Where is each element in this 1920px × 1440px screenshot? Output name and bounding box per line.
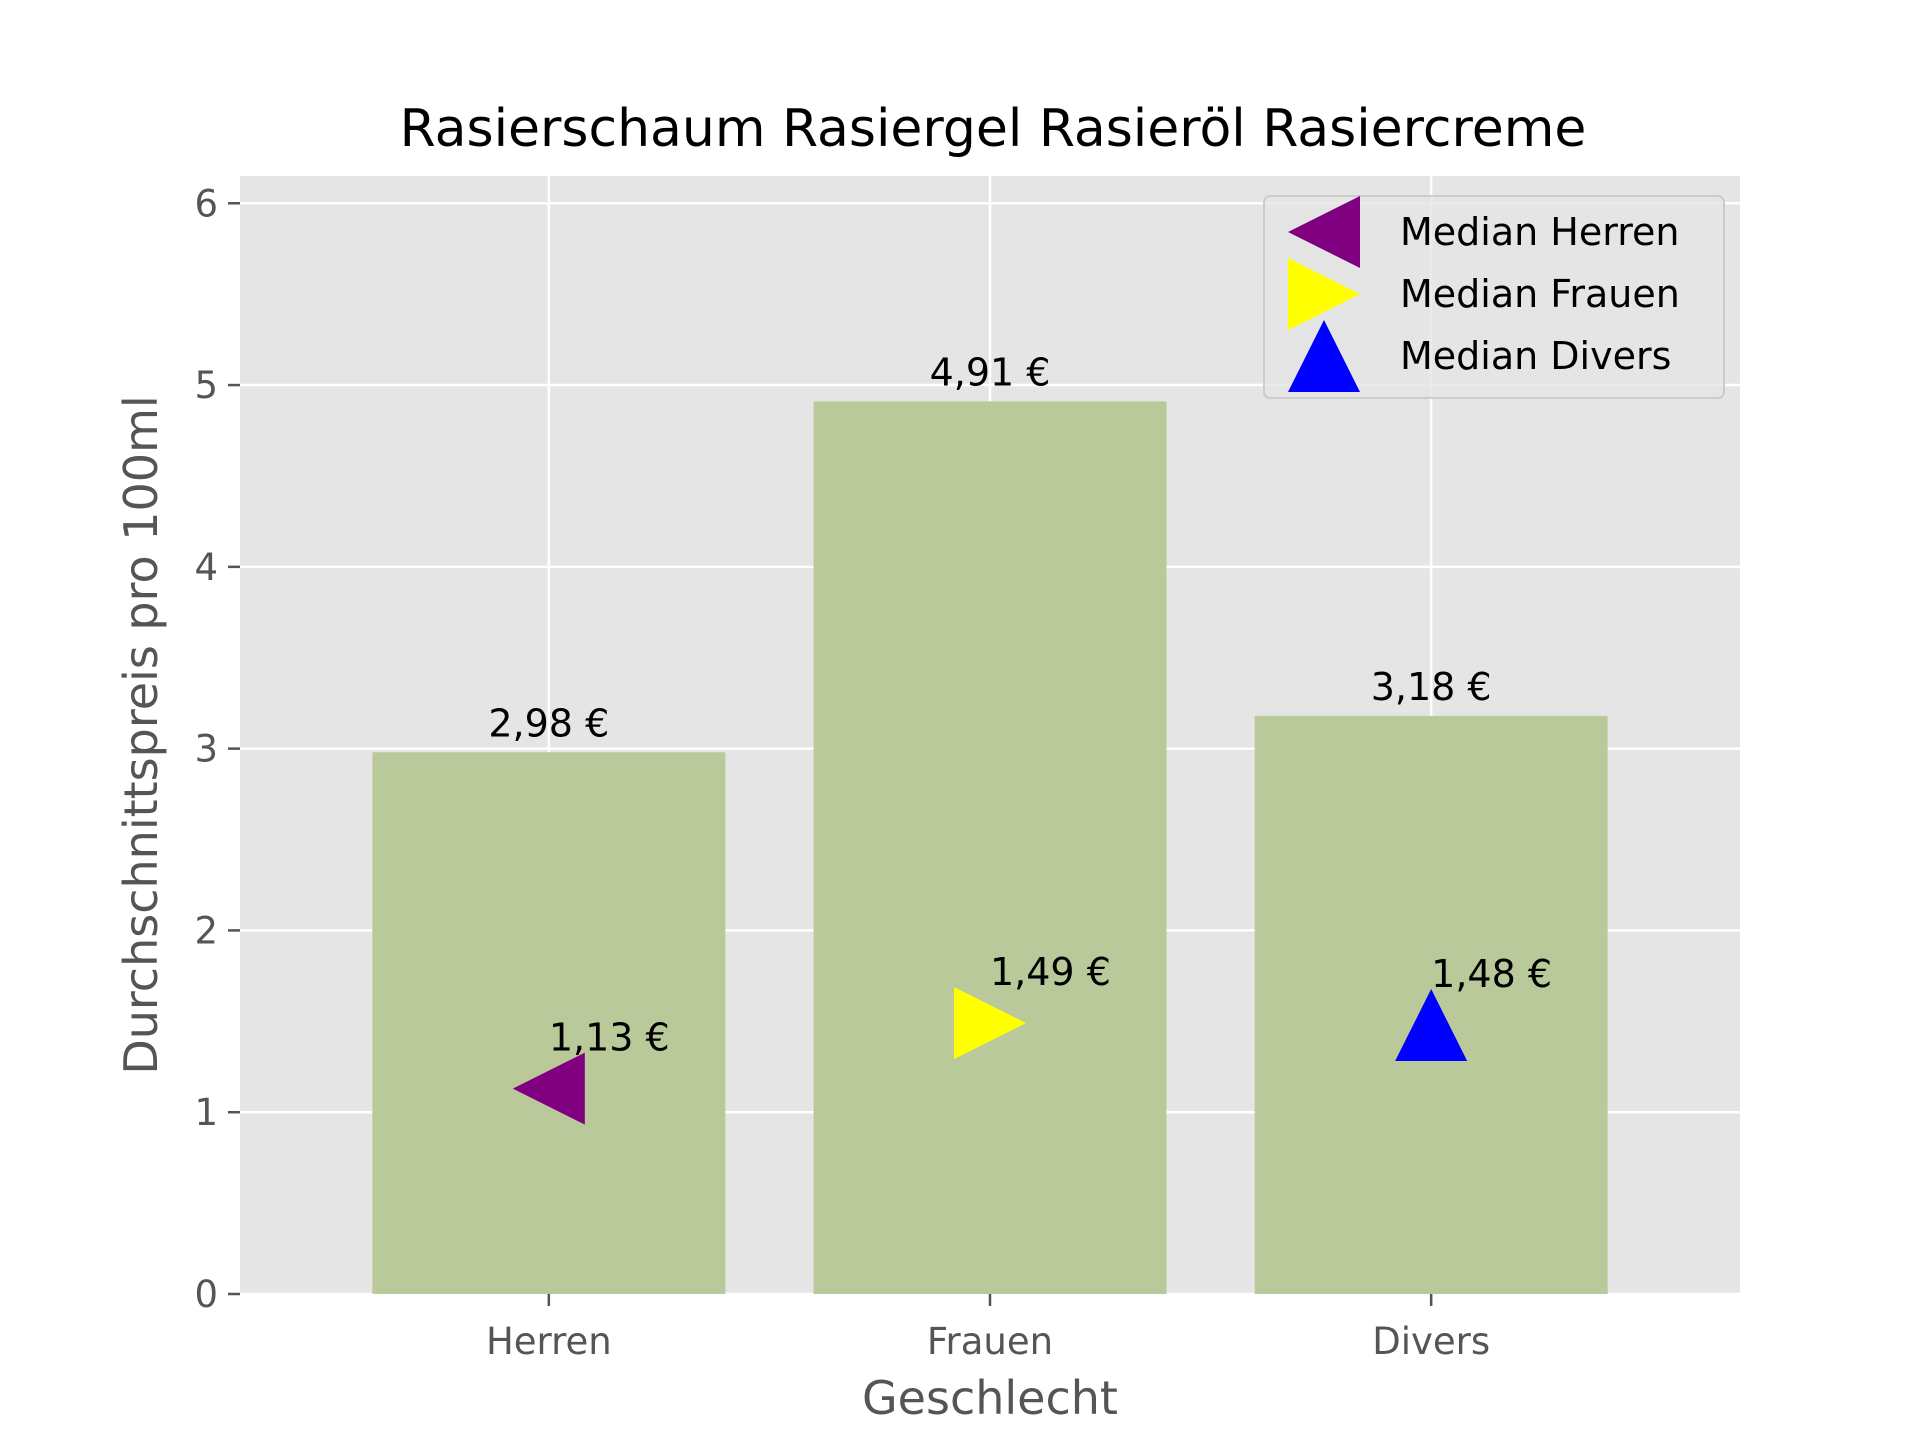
legend-label: Median Frauen [1400,272,1680,316]
data-labels: 2,98 € 4,91 € 3,18 € 1,13 € 1,49 € 1,48 € [488,350,1552,1059]
bar-value-label: 4,91 € [930,350,1051,394]
median-marker-frauen [954,987,1026,1060]
median-marker-divers [1395,988,1468,1061]
legend-entries: Median Herren Median Frauen Median Divers [1288,196,1680,392]
x-tick-label: Frauen [927,1320,1053,1363]
legend: Median Herren Median Frauen Median Divers [1263,195,1725,399]
median-value-label: 1,13 € [549,1016,670,1060]
median-value-label: 1,48 € [1431,952,1552,996]
y-tick-label: 4 [194,546,218,589]
bar-value-label: 3,18 € [1371,665,1492,709]
y-tick-label: 6 [194,182,218,225]
bars [372,401,1608,1295]
bar-frauen [813,401,1167,1295]
bar-value-label: 2,98 € [488,701,609,745]
legend-marker-frauen [1288,258,1360,330]
median-value-label: 1,49 € [990,950,1111,994]
y-tick-label: 3 [194,728,218,771]
x-tick-label: Divers [1372,1320,1490,1363]
y-tick-label: 5 [194,364,218,407]
y-tick-label: 2 [194,909,218,952]
bar-herren [372,752,726,1294]
legend-marker-divers [1288,320,1360,392]
median-marker-herren [512,1052,585,1125]
legend-box [1263,195,1725,399]
legend-label: Median Divers [1400,334,1671,378]
median-markers [512,987,1468,1125]
axis-ticks: 0 1 2 3 4 5 6 Herren Frauen Divers [194,182,1490,1363]
x-tick-label: Herren [486,1320,612,1363]
chart-title: Rasierschaum Rasiergel Rasieröl Rasiercr… [400,99,1587,159]
legend-label: Median Herren [1400,210,1679,254]
y-tick-label: 1 [194,1091,218,1134]
y-axis-label: Durchschnittspreis pro 100ml [114,395,168,1074]
x-axis-label: Geschlecht [862,1371,1118,1425]
legend-marker-herren [1288,196,1360,268]
y-tick-label: 0 [194,1273,218,1316]
